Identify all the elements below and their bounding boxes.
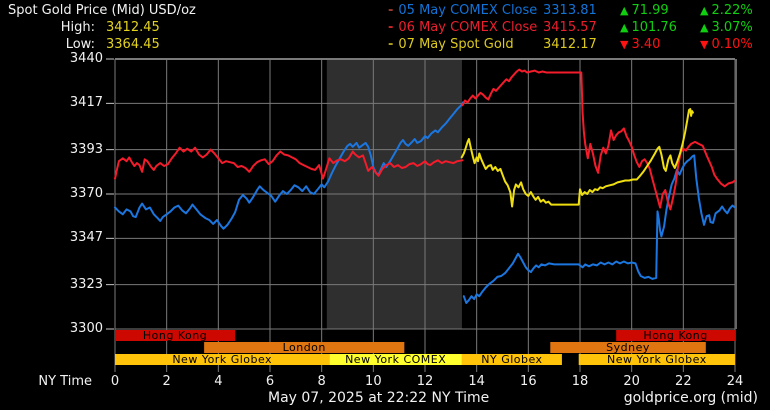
x-tick-label: 2	[162, 374, 171, 389]
high-value: 3412.45	[106, 20, 160, 35]
up-arrow-icon: ▲	[700, 4, 709, 17]
y-tick-label: 3300	[69, 321, 103, 336]
x-tick-label: 8	[317, 374, 326, 389]
legend-change-value: 101.76	[631, 20, 677, 35]
y-tick-label: 3370	[69, 186, 103, 201]
legend-series-label: 06 May COMEX Close	[398, 20, 538, 35]
session-bar	[461, 354, 562, 365]
up-arrow-icon: ▲	[620, 4, 629, 17]
price-line-06-may-comex-close	[114, 146, 464, 180]
price-line-05-may-comex-close	[462, 154, 736, 304]
session-bar-label: London	[283, 341, 326, 354]
source-attribution: goldprice.org (mid)	[623, 390, 758, 406]
legend-change-pct: 2.22%	[711, 3, 753, 18]
session-bar-label: NY Globex	[481, 353, 542, 366]
plot-right-border	[735, 59, 737, 329]
legend-row: -06 May COMEX Close 3415.57 ▲ 101.76 ▲ 3.0…	[388, 20, 766, 36]
session-bar-label: New York Globex	[607, 353, 707, 366]
y-tick-label: 3393	[69, 141, 103, 157]
page-title: Spot Gold Price (Mid) USD/oz	[8, 3, 196, 18]
price-line-05-may-comex-close	[114, 101, 464, 230]
legend-row: -05 May COMEX Close 3313.81 ▲ 71.99 ▲ 2.22…	[388, 3, 766, 19]
y-tick-label: 3347	[69, 230, 103, 246]
x-tick-label: 12	[416, 374, 434, 389]
session-bar-label: New York COMEX	[345, 353, 446, 366]
x-tick-label: 20	[623, 374, 640, 389]
legend-change-value: 3.40	[631, 37, 661, 52]
x-tick-label: 6	[265, 374, 275, 389]
price-line-07-may-spot-gold	[460, 108, 694, 208]
y-tick-label: 3323	[69, 276, 103, 292]
session-bar-label: Hong Kong	[643, 329, 707, 342]
legend-close-value: 3412.17	[543, 37, 597, 52]
x-tick-label: 0	[110, 374, 120, 389]
y-tick-label: 3417	[69, 95, 103, 111]
session-bar	[115, 330, 236, 341]
low-value: 3364.45	[106, 37, 160, 52]
session-bar-label: New York Globex	[172, 353, 272, 366]
legend-series-label: 05 May COMEX Close	[398, 3, 538, 18]
x-tick-label: 24	[726, 374, 744, 389]
legend-series-label: 07 May Spot Gold	[398, 37, 514, 52]
high-label: High:	[60, 20, 95, 35]
session-bar	[578, 354, 735, 365]
legend-close-value: 3415.57	[543, 20, 597, 35]
x-tick-label: 22	[675, 374, 692, 389]
x-tick-label: 10	[365, 374, 382, 389]
down-arrow-icon: ▼	[700, 38, 709, 51]
x-tick-label: 14	[468, 374, 485, 389]
session-bar-label: Sydney	[606, 341, 650, 354]
session-bar	[115, 354, 330, 365]
x-tick-label: 16	[520, 374, 537, 389]
session-bar	[204, 342, 405, 353]
x-tick-label: 18	[571, 374, 589, 389]
y-tick-label: 3440	[69, 51, 103, 66]
down-arrow-icon: ▼	[620, 38, 629, 51]
legend-change-pct: 0.10%	[711, 37, 753, 52]
price-line-06-may-comex-close	[461, 68, 736, 211]
legend-swatch-icon: -	[388, 20, 394, 35]
x-tick-label: 4	[214, 374, 223, 389]
session-bar	[329, 354, 462, 365]
chart-timestamp: May 07, 2025 at 22:22 NY Time	[268, 390, 490, 406]
session-bar	[550, 342, 706, 353]
low-label: Low:	[65, 37, 95, 52]
up-arrow-icon: ▲	[620, 21, 629, 34]
legend-change-value: 71.99	[631, 3, 669, 18]
session-bar	[616, 330, 735, 341]
legend-row: -07 May Spot Gold 3412.17 ▼ 3.40 ▼ 0.10%	[388, 37, 766, 53]
up-arrow-icon: ▲	[700, 21, 709, 34]
x-axis-name: NY Time	[38, 374, 92, 389]
legend-swatch-icon: -	[388, 37, 394, 52]
legend-close-value: 3313.81	[543, 3, 597, 18]
legend-change-pct: 3.07%	[711, 20, 753, 35]
legend-swatch-icon: -	[388, 3, 394, 18]
session-bar-label: Hong Kong	[143, 329, 207, 342]
